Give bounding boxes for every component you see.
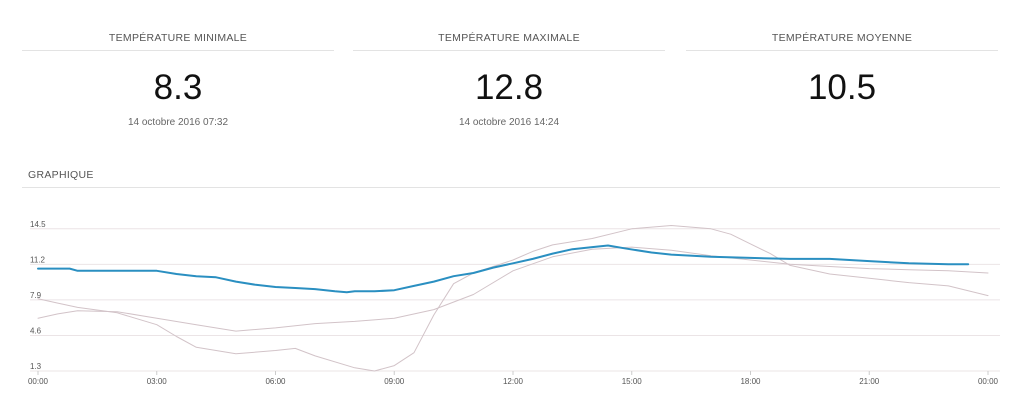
stat-avg-value: 10.5: [807, 68, 877, 107]
y-tick-label: 4.6: [30, 326, 42, 335]
stat-max-value: 12.8: [474, 68, 544, 107]
x-tick-label: 09:00: [384, 377, 405, 386]
stat-min-value: 8.3: [153, 68, 203, 107]
series-line-reference-2: [37, 246, 989, 332]
temperature-chart: 14.5 11.2 7.9 4.6 1.3 00:00 03:00 06:00 09:00 12:…: [0, 196, 1024, 402]
stat-max-title: TEMPÉRATURE MAXIMALE: [438, 32, 580, 44]
x-tick-label: 06:00: [265, 377, 286, 386]
chart-section-title: GRAPHIQUE: [28, 169, 94, 181]
y-tick-label: 14.5: [30, 220, 46, 229]
chart-grid: [30, 228, 1000, 372]
x-tick-label: 12:00: [503, 377, 524, 386]
stat-min-date: 14 octobre 2016 07:32: [127, 117, 229, 128]
x-tick-label: 21:00: [859, 377, 880, 386]
series-line-main: [37, 244, 970, 294]
chart-section-divider: [22, 187, 1000, 188]
y-tick-label: 1.3: [30, 362, 42, 371]
temperature-chart-svg: 14.5 11.2 7.9 4.6 1.3 00:00 03:00 06:00 09:00 12:…: [28, 220, 1000, 386]
stat-min-divider: [22, 50, 334, 51]
chart-axes: 14.5 11.2 7.9 4.6 1.3 00:00 03:00 06:00 09:00 12:…: [28, 220, 999, 386]
series-line-reference-1: [37, 225, 989, 372]
x-tick-label: 00:00: [28, 377, 49, 386]
x-tick-label: 15:00: [622, 377, 643, 386]
x-tick-label: 03:00: [147, 377, 168, 386]
y-tick-label: 11.2: [30, 255, 46, 264]
stat-avg-title: TEMPÉRATURE MOYENNE: [771, 32, 913, 44]
x-tick-label: 00:00: [978, 377, 999, 386]
y-tick-label: 7.9: [30, 291, 42, 300]
stat-max-date: 14 octobre 2016 14:24: [458, 117, 560, 128]
x-tick-label: 18:00: [740, 377, 761, 386]
chart-series-group: [37, 225, 989, 372]
stat-max-divider: [353, 50, 665, 51]
stat-min-title: TEMPÉRATURE MINIMALE: [108, 32, 248, 44]
stat-avg-divider: [686, 50, 998, 51]
